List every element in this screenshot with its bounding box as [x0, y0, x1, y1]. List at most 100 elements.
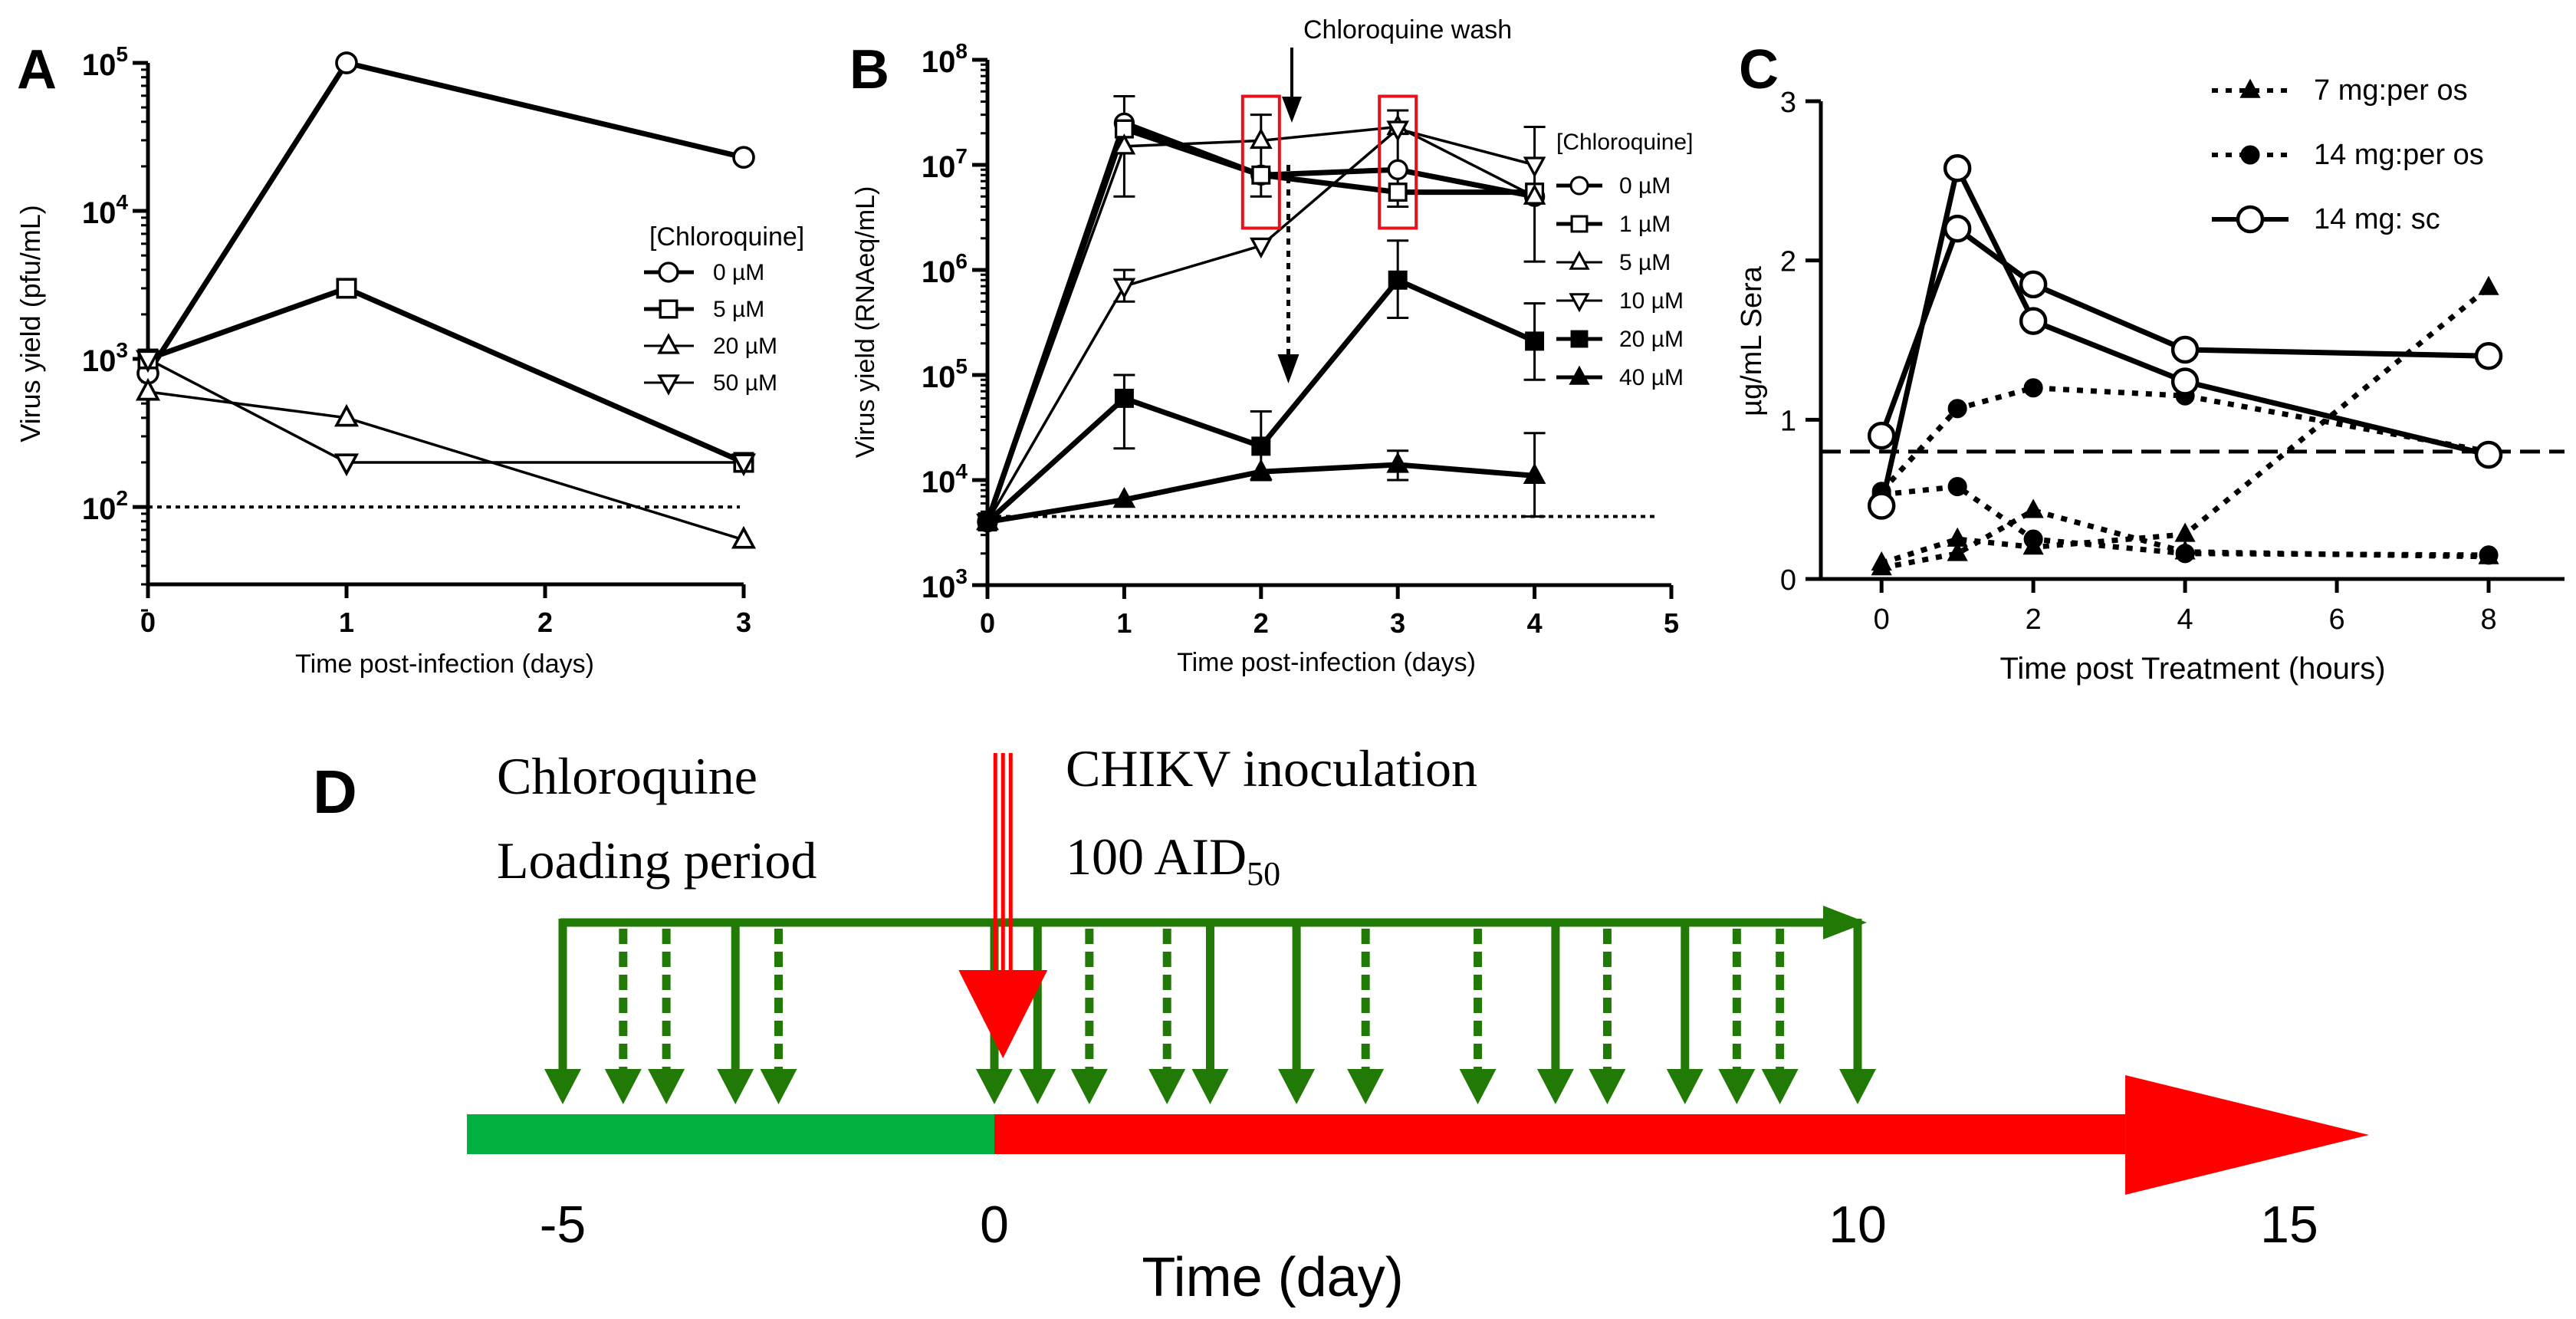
data-point-a-0 — [335, 51, 358, 74]
data-point-c-0 — [2174, 522, 2196, 542]
dose-arrow-head-dashed — [1459, 1069, 1497, 1104]
dose-arrow-head-solid — [1536, 1069, 1574, 1104]
data-point-b-3 — [1523, 156, 1546, 178]
dose-arrow-head-dashed — [1761, 1069, 1799, 1104]
panel-a-chart: A 0 1 2 3 102 103 104 105 Time post-infection (da… — [15, 39, 804, 679]
x-tick-label-c: 2 — [2026, 604, 2042, 636]
data-point-c-3 — [2479, 545, 2499, 565]
data-point-b-2 — [1249, 127, 1273, 150]
x-tick-label-b: 4 — [1527, 607, 1543, 639]
legend-marker-a — [657, 374, 680, 396]
legend-label-c: 14 mg:per os — [2314, 139, 2484, 171]
legend-label-b: 10 µM — [1619, 288, 1684, 314]
legend-label-c: 14 mg: sc — [2314, 203, 2440, 235]
data-point-c-2 — [1947, 399, 1967, 419]
data-point-a-1 — [336, 278, 357, 299]
data-point-c-1 — [1871, 556, 1892, 576]
data-point-b-4 — [1388, 270, 1408, 290]
legend-marker-b — [1569, 250, 1590, 270]
timeline-tick-label: -5 — [540, 1196, 586, 1254]
data-point-b-2 — [1112, 133, 1136, 155]
x-tick-label-b: 5 — [1664, 607, 1679, 639]
y-tick-label-a: 104 — [82, 190, 129, 230]
data-point-b-5 — [1523, 462, 1546, 485]
y-tick-label-b: 105 — [922, 354, 968, 394]
y-tick-label-a: 102 — [82, 486, 128, 526]
panel-label-b: B — [849, 39, 889, 100]
data-point-a-2 — [731, 525, 757, 549]
legend-label-b: 0 µM — [1619, 173, 1671, 199]
panel-d-timeline: D Chloroquine Loading period CHIKV inoculat… — [313, 739, 2369, 1308]
panel-label-a: A — [17, 39, 57, 100]
x-tick-label-c: 4 — [2177, 604, 2193, 636]
legend-marker-b — [1569, 176, 1589, 196]
label-loading-period: Loading period — [497, 831, 816, 890]
legend-marker-a — [657, 333, 680, 354]
dose-arrow-head-dashed — [1148, 1069, 1186, 1104]
data-point-c-5 — [2170, 367, 2200, 396]
data-point-c-3 — [2175, 544, 2195, 564]
panel-c-chart: C 0 2 4 6 8 0 1 2 3 Time post Treatment (hours) µg/… — [1736, 39, 2564, 686]
dose-arrow-head-dashed — [1347, 1069, 1385, 1104]
timeline-tick-label: 15 — [2260, 1196, 2318, 1254]
panel-b-chart: B 0 1 2 3 4 5 103 104 105 106 107 108 Time post-infec… — [849, 15, 1693, 677]
legend-title-a: [Chloroquine] — [649, 222, 804, 252]
timeline-axis-label: Time (day) — [1142, 1247, 1403, 1308]
timeline-tick-label: 0 — [980, 1196, 1009, 1254]
inoculation-arrow-head — [958, 970, 1048, 1058]
data-point-c-0 — [2478, 275, 2499, 295]
data-point-c-1 — [1947, 541, 1968, 561]
legend-marker-c — [2239, 78, 2261, 98]
dose-arrow-head-dashed — [648, 1069, 685, 1104]
data-point-b-4 — [1251, 436, 1271, 456]
data-point-c-3 — [1947, 477, 1967, 497]
legend-marker-b — [1569, 293, 1590, 313]
legend-label-a: 0 µM — [713, 260, 764, 285]
data-point-b-3 — [1112, 278, 1136, 299]
data-point-c-4 — [1943, 214, 1972, 243]
x-tick-label-b: 1 — [1116, 607, 1132, 639]
data-point-c-2 — [2023, 378, 2043, 398]
legend-marker-c — [2236, 205, 2265, 234]
wash-dotted-arrow-head — [1277, 354, 1300, 383]
data-point-b-3 — [1386, 120, 1410, 142]
legend-marker-a — [659, 299, 678, 319]
dose-arrow-head-dashed — [760, 1069, 797, 1104]
dose-schedule-arrow-head — [1823, 906, 1867, 939]
data-point-a-2 — [334, 403, 360, 427]
dose-arrow-head-solid — [1839, 1069, 1876, 1104]
dose-arrow-head-solid — [976, 1069, 1013, 1104]
infection-period-bar — [994, 1114, 2126, 1154]
dose-arrow-head-solid — [1278, 1069, 1316, 1104]
dose-arrow-head-solid — [1191, 1069, 1229, 1104]
data-point-a-0 — [732, 146, 755, 169]
x-tick-label-a: 0 — [140, 607, 156, 638]
legend-marker-b — [1570, 330, 1589, 348]
legend-marker-a — [658, 261, 679, 283]
y-tick-label-a: 105 — [82, 42, 128, 82]
legend-label-a: 20 µM — [713, 334, 777, 359]
data-point-b-0 — [1387, 159, 1408, 180]
data-point-a-3 — [135, 350, 161, 373]
legend-label-a: 5 µM — [713, 297, 764, 322]
data-point-a-3 — [731, 453, 757, 477]
data-point-c-4 — [2474, 342, 2503, 370]
y-tick-label-c: 2 — [1780, 246, 1796, 278]
data-point-c-5 — [2019, 307, 2048, 335]
data-point-c-4 — [2170, 335, 2200, 364]
annotation-chloroquine-wash: Chloroquine wash — [1303, 15, 1512, 44]
label-chloroquine: Chloroquine — [497, 747, 757, 805]
legend-label-b: 5 µM — [1619, 250, 1671, 275]
panel-label-d: D — [313, 758, 357, 826]
legend-marker-b — [1570, 215, 1589, 233]
data-point-b-1 — [1251, 165, 1271, 185]
x-tick-label-b: 2 — [1254, 607, 1269, 639]
series-line-a-2 — [147, 390, 744, 541]
x-tick-label-b: 0 — [980, 607, 995, 639]
data-point-c-4 — [2019, 270, 2048, 299]
series-line-a-3 — [147, 357, 744, 464]
x-axis-label-a: Time post-infection (days) — [295, 650, 594, 679]
x-tick-label-c: 8 — [2480, 604, 2496, 636]
dose-arrow-head-dashed — [1070, 1069, 1108, 1104]
